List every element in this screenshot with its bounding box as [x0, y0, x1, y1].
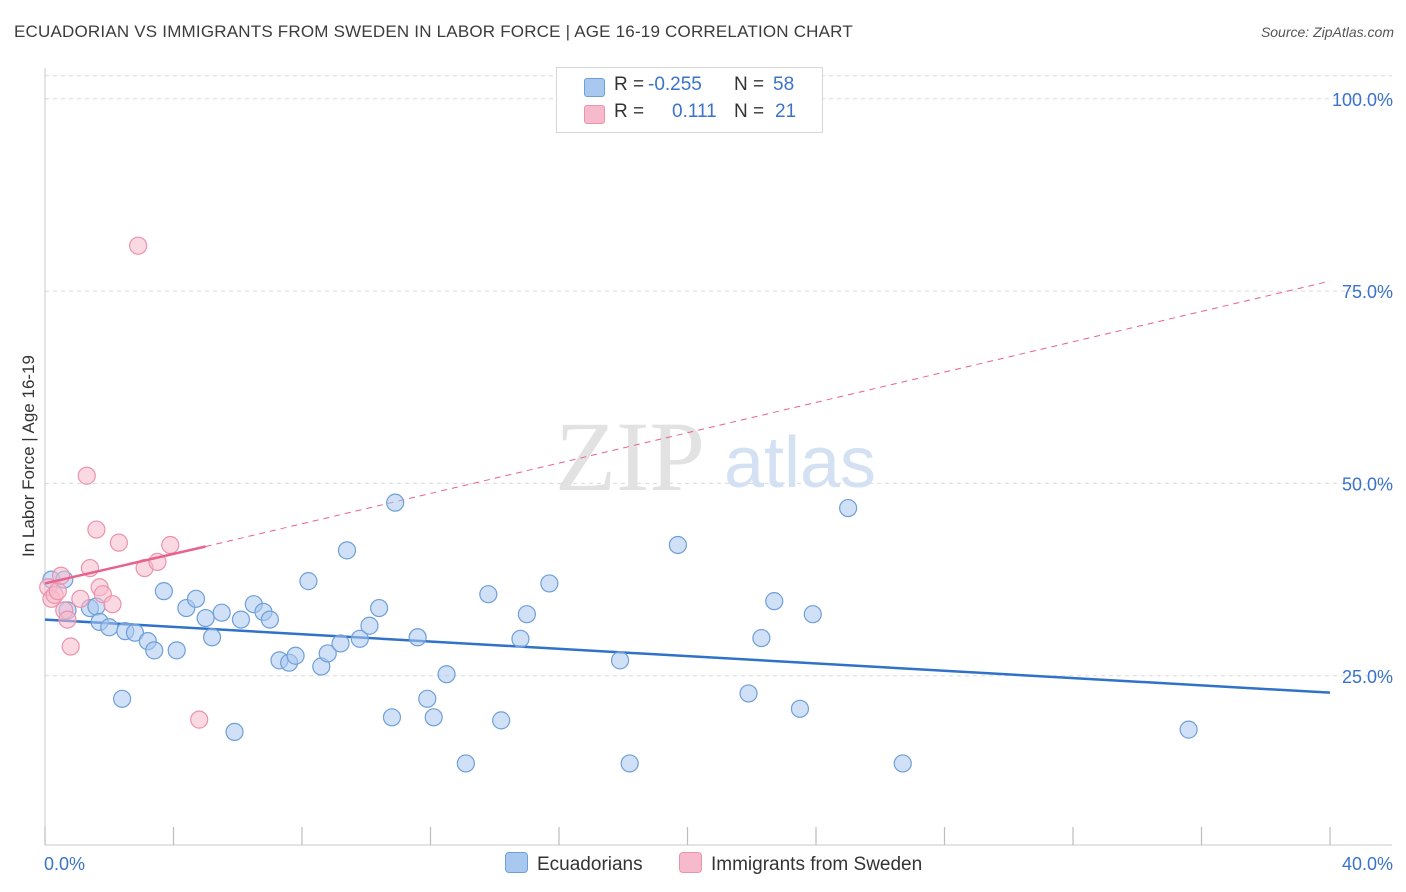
trend-line-sweden-extension	[205, 280, 1331, 547]
point-ecuadorians	[154, 582, 173, 601]
y-tick-label: 75.0%	[1342, 282, 1393, 302]
point-ecuadorians	[167, 641, 186, 660]
source-label: Source: ZipAtlas.com	[1260, 24, 1394, 40]
point-ecuadorians	[492, 711, 511, 730]
point-ecuadorians	[790, 699, 810, 718]
point-ecuadorians	[839, 498, 858, 518]
axis-layer	[44, 68, 1392, 846]
point-ecuadorians	[610, 651, 630, 670]
n-value: 21	[775, 101, 797, 122]
point-ecuadorians	[456, 754, 475, 773]
point-ecuadorians	[511, 629, 530, 648]
r-value: -0.255	[648, 74, 702, 95]
point-sweden	[103, 595, 122, 614]
legend-item-sweden: Immigrants from Sweden	[679, 852, 922, 876]
grid-layer	[45, 75, 1392, 677]
point-sweden	[161, 535, 180, 555]
watermark-atlas: atlas	[724, 423, 876, 503]
n-value: 58	[773, 74, 795, 95]
point-ecuadorians	[752, 628, 771, 648]
pink-swatch	[584, 105, 605, 124]
point-ecuadorians	[668, 535, 687, 555]
blue-swatch	[584, 78, 605, 97]
point-ecuadorians	[331, 634, 350, 653]
point-ecuadorians	[100, 618, 119, 637]
point-ecuadorians	[386, 493, 405, 512]
point-ecuadorians	[299, 572, 318, 591]
point-ecuadorians	[145, 641, 164, 660]
point-ecuadorians	[739, 684, 758, 703]
point-layer	[39, 236, 1198, 773]
r-label: R =	[614, 101, 645, 122]
point-ecuadorians	[893, 754, 912, 773]
trend-line-sweden	[44, 545, 206, 585]
point-ecuadorians	[620, 754, 639, 773]
point-ecuadorians	[125, 623, 145, 642]
point-ecuadorians	[1179, 720, 1198, 739]
point-ecuadorians	[112, 689, 132, 708]
r-value: 0.111	[672, 101, 717, 122]
point-ecuadorians	[225, 722, 244, 742]
chart-title: ECUADORIAN VS IMMIGRANTS FROM SWEDEN IN …	[14, 22, 853, 41]
y-tick-label: 25.0%	[1342, 667, 1393, 687]
x-tick-label: 0.0%	[44, 854, 85, 874]
point-ecuadorians	[540, 574, 559, 593]
point-ecuadorians	[196, 608, 215, 628]
point-ecuadorians	[318, 644, 337, 663]
watermark-zip: ZIP	[555, 401, 705, 512]
point-ecuadorians	[370, 598, 389, 618]
n-label: N =	[734, 74, 765, 95]
legend-label: Ecuadorians	[537, 854, 643, 875]
point-ecuadorians	[479, 585, 498, 604]
legend-item-ecuadorians: Ecuadorians	[505, 852, 643, 876]
point-ecuadorians	[260, 610, 279, 629]
trend-line-ecuadorians	[44, 618, 1331, 694]
point-ecuadorians	[418, 689, 437, 708]
point-ecuadorians	[517, 605, 536, 624]
point-ecuadorians	[350, 629, 369, 648]
point-ecuadorians	[360, 616, 379, 635]
point-ecuadorians	[382, 708, 402, 727]
point-sweden	[61, 637, 80, 656]
blue-swatch	[505, 852, 528, 873]
point-ecuadorians	[337, 541, 357, 560]
point-ecuadorians	[202, 628, 222, 647]
point-sweden	[77, 466, 96, 485]
point-ecuadorians	[286, 646, 305, 665]
legend-row-sweden: R = 0.111 N = 21	[557, 101, 822, 127]
point-ecuadorians	[231, 610, 251, 629]
n-label: N =	[734, 101, 765, 122]
point-sweden	[87, 520, 106, 539]
point-ecuadorians	[408, 628, 427, 647]
point-ecuadorians	[437, 665, 456, 684]
y-tick-label: 50.0%	[1342, 474, 1393, 494]
x-tick-label: 40.0%	[1342, 854, 1393, 874]
r-label: R =	[614, 74, 645, 95]
point-sweden	[58, 610, 77, 629]
point-ecuadorians	[424, 708, 443, 727]
point-sweden	[129, 236, 148, 255]
pink-swatch	[679, 852, 702, 873]
point-ecuadorians	[212, 603, 231, 622]
point-sweden	[71, 589, 90, 608]
point-ecuadorians	[186, 589, 206, 608]
point-sweden	[190, 710, 209, 729]
point-ecuadorians	[803, 605, 822, 624]
legend-label: Immigrants from Sweden	[711, 854, 923, 875]
legend-row-ecuadorians: R = -0.255 N = 58	[557, 74, 822, 100]
y-axis-label: In Labor Force | Age 16-19	[19, 355, 38, 557]
y-tick-label: 100.0%	[1332, 90, 1393, 110]
point-sweden	[48, 582, 67, 601]
label-layer: 25.0% 50.0% 75.0% 100.0% 0.0% 40.0% In Labor F…	[19, 90, 1393, 874]
point-sweden	[109, 533, 128, 552]
correlation-legend: R = -0.255 N = 58 R = 0.111 N = 21	[556, 67, 823, 133]
point-ecuadorians	[765, 592, 784, 611]
